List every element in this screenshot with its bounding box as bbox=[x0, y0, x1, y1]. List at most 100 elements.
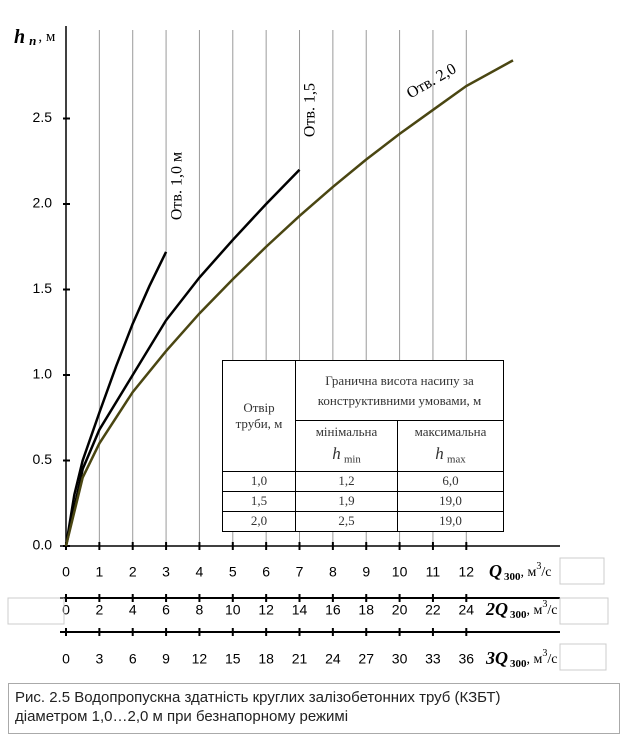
caption: Рис. 2.5 Водопропускна здатність круглих… bbox=[8, 683, 620, 734]
y-tick-label: 0.5 bbox=[33, 451, 53, 467]
table-row: 1,0 1,2 6,0 bbox=[222, 470, 504, 492]
x-tick-label: 12 bbox=[258, 602, 274, 618]
x-tick-label: 4 bbox=[129, 602, 137, 618]
side-box bbox=[559, 643, 607, 671]
x-tick-label: 27 bbox=[358, 651, 374, 667]
x-tick-label: 6 bbox=[129, 651, 137, 667]
h-sub: max bbox=[447, 453, 466, 466]
x-tick-label: 20 bbox=[392, 602, 408, 618]
x-tick-label: 18 bbox=[358, 602, 374, 618]
table-cell: 6,0 bbox=[397, 470, 504, 492]
label-symbol: Q bbox=[489, 561, 502, 581]
table-cell: 2,5 bbox=[295, 510, 398, 532]
y-tick-label: 1.0 bbox=[33, 366, 53, 382]
table-cell: 1,9 bbox=[295, 490, 398, 512]
x-tick-label: 24 bbox=[459, 602, 475, 618]
label-sup: 3 bbox=[542, 648, 547, 659]
x-tick-label: 4 bbox=[196, 564, 204, 580]
x-axis-label: Q 300, м3/с bbox=[489, 561, 551, 582]
x-tick-label: 10 bbox=[225, 602, 241, 618]
label-unit: , м bbox=[527, 603, 543, 618]
label-unit: , м bbox=[527, 652, 543, 667]
label-sup: 3 bbox=[536, 561, 541, 572]
label-sub: 300 bbox=[510, 609, 527, 621]
label-unit: /с bbox=[547, 603, 557, 618]
caption-line: діаметром 1,0…2,0 м при безнапорному реж… bbox=[15, 708, 349, 725]
table-cell: 1,5 bbox=[222, 490, 296, 512]
h-symbol: h bbox=[332, 444, 341, 463]
y-tick-label: 0.0 bbox=[33, 537, 53, 553]
min-label: мінімальна bbox=[315, 424, 378, 439]
x-tick-label: 3 bbox=[95, 651, 103, 667]
max-header: максимальна h max bbox=[397, 420, 504, 472]
table-row: 1,5 1,9 19,0 bbox=[222, 490, 504, 512]
table-row: 2,0 2,5 19,0 bbox=[222, 510, 504, 532]
x-tick-label: 9 bbox=[362, 564, 370, 580]
side-box bbox=[7, 597, 65, 625]
x-axis-label: 2Q 300, м3/с bbox=[485, 599, 557, 620]
x-tick-label: 30 bbox=[392, 651, 408, 667]
x-tick-label: 5 bbox=[229, 564, 237, 580]
x-tick-label: 0 bbox=[62, 651, 70, 667]
series-line bbox=[64, 59, 514, 547]
x-tick-label: 6 bbox=[162, 602, 170, 618]
x-tick-label: 36 bbox=[459, 651, 475, 667]
inset-table: Отвір труби, м Гранична висота насипу за… bbox=[222, 360, 504, 532]
caption-line: Рис. 2.5 Водопропускна здатність круглих… bbox=[15, 689, 501, 706]
y-tick-label: 2.0 bbox=[33, 195, 53, 211]
table-cell: 1,2 bbox=[295, 470, 398, 492]
y-tick-label: 1.5 bbox=[33, 280, 53, 296]
label-unit: /с bbox=[541, 565, 551, 580]
x-tick-label: 11 bbox=[426, 564, 441, 580]
side-box bbox=[559, 597, 609, 625]
h-symbol: h bbox=[435, 444, 444, 463]
label-unit: /с bbox=[547, 652, 557, 667]
min-header: мінімальна h min bbox=[295, 420, 398, 472]
x-tick-label: 15 bbox=[225, 651, 241, 667]
label-symbol: 3Q bbox=[485, 648, 508, 668]
x-tick-label: 9 bbox=[162, 651, 170, 667]
x-tick-label: 3 bbox=[162, 564, 170, 580]
x-tick-label: 6 bbox=[262, 564, 270, 580]
x-tick-label: 14 bbox=[292, 602, 308, 618]
x-tick-label: 24 bbox=[325, 651, 341, 667]
label-sup: 3 bbox=[542, 599, 547, 610]
label-sub: 300 bbox=[504, 571, 521, 583]
x-axis-label: 3Q 300, м3/с bbox=[485, 648, 557, 669]
series-line bbox=[64, 251, 168, 547]
side-box bbox=[559, 557, 605, 585]
x-tick-label: 7 bbox=[296, 564, 304, 580]
table-cell: 2,0 bbox=[222, 510, 296, 532]
y-label-sub: n bbox=[29, 33, 36, 48]
x-tick-label: 21 bbox=[292, 651, 308, 667]
chart: 0.00.51.01.52.02.5h n, м0 1 2 3 4 5 6 7 8 9 10 11 12 Q… bbox=[7, 26, 609, 671]
y-label-symbol: h bbox=[14, 26, 25, 48]
max-label: максимальна bbox=[414, 424, 487, 439]
y-tick-label: 2.5 bbox=[33, 109, 53, 125]
label-symbol: 2Q bbox=[485, 599, 508, 619]
series-label: Отв. 1,5 bbox=[302, 83, 319, 137]
label-unit: , м bbox=[521, 565, 537, 580]
table-cell: 19,0 bbox=[397, 490, 504, 512]
x-tick-label: 33 bbox=[425, 651, 441, 667]
x-tick-label: 1 bbox=[95, 564, 103, 580]
x-tick-label: 18 bbox=[258, 651, 274, 667]
col-header: Отвір труби, м bbox=[222, 360, 296, 472]
y-label-unit: , м bbox=[38, 29, 56, 45]
table-cell: 1,0 bbox=[222, 470, 296, 492]
h-sub: min bbox=[343, 453, 361, 466]
x-tick-label: 2 bbox=[129, 564, 137, 580]
x-tick-label: 8 bbox=[196, 602, 204, 618]
series-line bbox=[64, 168, 301, 547]
x-tick-label: 12 bbox=[192, 651, 208, 667]
x-tick-label: 22 bbox=[425, 602, 441, 618]
x-tick-label: 0 bbox=[62, 602, 70, 618]
x-tick-label: 12 bbox=[459, 564, 475, 580]
table-cell: 19,0 bbox=[397, 510, 504, 532]
series-label: Отв. 1,0 м bbox=[169, 152, 186, 220]
x-tick-label: 8 bbox=[329, 564, 337, 580]
x-tick-label: 2 bbox=[95, 602, 103, 618]
group-header: Гранична висота насипу за конструктивним… bbox=[295, 360, 504, 421]
